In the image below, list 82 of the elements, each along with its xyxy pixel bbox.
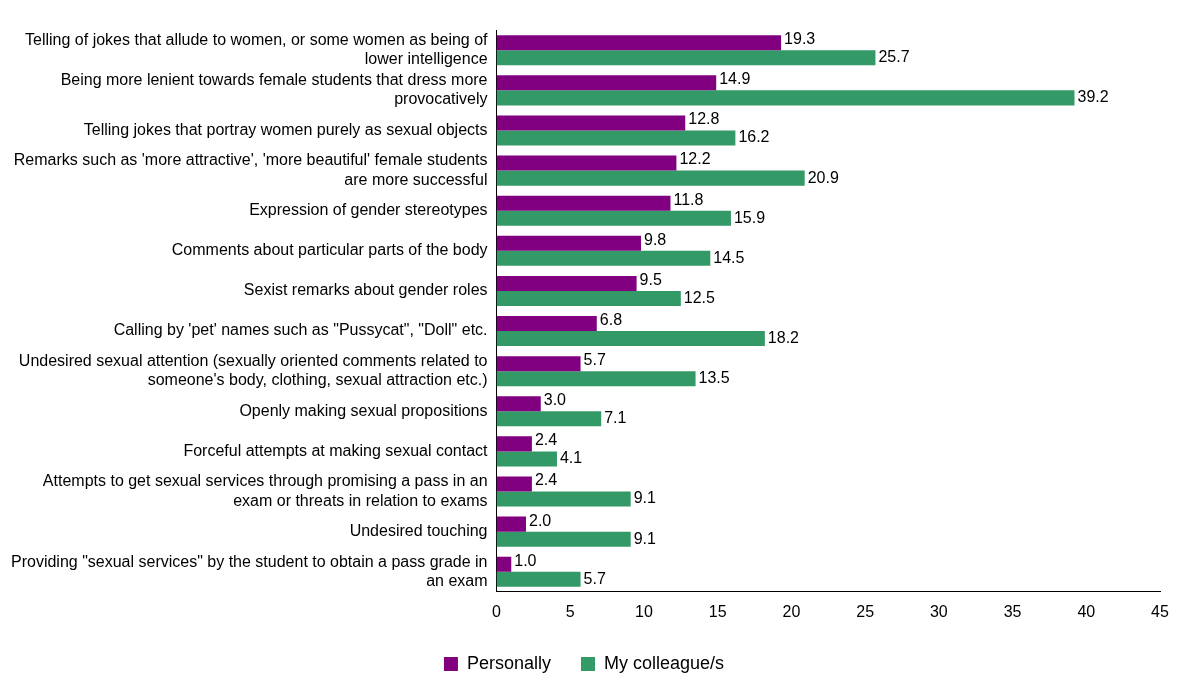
bar [496,411,602,427]
bar [496,130,736,146]
x-tick-label: 30 [929,602,948,620]
data-label: 7.1 [604,409,627,427]
bar [496,451,557,467]
bar [496,491,631,507]
legend-label: Personally [466,652,551,673]
y-tick-label: Providing "sexual services" by the student to obtain a pass grade in an exam [10,552,488,589]
y-tick-label: Remarks such as 'more attractive', 'more beautiful' female students are more successful [13,151,488,188]
bar [496,90,1075,106]
bar [496,290,681,306]
data-label: 2.4 [534,471,558,489]
y-tick-label: Being more lenient towards female students that dress more provocatively [60,71,488,108]
x-tick-label: 35 [1003,602,1022,620]
data-label: 11.8 [673,190,704,208]
data-label: 9.8 [644,230,667,248]
y-tick-label: Expression of gender stereotypes [249,201,488,219]
data-label: 9.1 [633,529,657,547]
bar [496,235,642,251]
bar [496,396,541,412]
y-tick-label: Comments about particular parts of the body [171,241,488,259]
bar [496,556,512,572]
y-tick-label: Attempts to get sexual services through promising a pass in an exam or threats in relation to exams [42,472,488,509]
data-label: 39.2 [1077,88,1109,106]
bar [496,371,696,387]
data-label: 2.4 [534,431,558,449]
data-label: 20.9 [807,168,839,186]
x-tick-label: 20 [782,602,801,620]
data-label: 3.0 [543,391,567,409]
y-tick-label: Sexist remarks about gender roles [243,281,488,299]
bar [496,531,631,547]
x-tick-label: 10 [635,602,653,620]
data-label: 5.7 [583,351,606,369]
data-label: 16.2 [738,128,770,146]
bar [496,210,731,226]
legend-label: My colleague/s [603,652,725,673]
bar [496,75,717,91]
bar [496,170,805,186]
data-label: 1.0 [514,551,537,569]
bar [496,571,581,587]
data-label: 12.5 [683,288,716,306]
bar [496,331,765,347]
bar [496,275,637,291]
x-tick-label: 0 [492,602,502,620]
y-tick-label: Undesired sexual attention (sexually oriented comments related to someone's body, clothing, sexual attraction etc.) [18,351,488,389]
bar [496,50,876,66]
data-label: 19.3 [784,30,816,48]
bar [496,516,527,532]
bar [496,476,532,492]
y-tick-label: Telling of jokes that allude to women, or some women as being of lower intelligence [25,31,489,68]
y-tick-label: Telling jokes that portray women purely as sexual objects [83,120,488,138]
bar [496,155,677,171]
y-tick-label: Openly making sexual propositions [239,401,488,419]
data-label: 6.8 [599,310,623,328]
y-tick-label: Undesired touching [349,522,488,540]
bar [496,195,671,211]
x-tick-label: 45 [1151,602,1169,620]
data-label: 15.9 [733,208,766,226]
bar [496,115,686,131]
data-label: 12.2 [679,150,711,168]
data-label: 14.9 [719,70,751,88]
data-label: 13.5 [698,369,730,387]
x-tick-label: 25 [856,602,875,620]
x-tick-label: 5 [565,602,575,620]
data-label: 2.0 [529,511,552,529]
bar [496,436,532,452]
data-label: 9.5 [639,270,662,288]
bar [496,356,581,372]
y-tick-label: Calling by 'pet' names such as "Pussycat", "Doll" etc. [113,321,488,339]
data-label: 5.7 [583,569,606,587]
bar [496,35,782,51]
x-tick-label: 15 [708,602,727,620]
data-label: 12.8 [688,110,720,128]
data-label: 9.1 [633,489,657,507]
data-label: 14.5 [713,248,745,266]
bar [496,316,597,332]
data-label: 18.2 [767,328,800,346]
x-tick-label: 40 [1077,602,1096,620]
data-label: 25.7 [878,48,910,66]
data-label: 4.1 [559,449,583,467]
bar [496,250,711,266]
y-tick-label: Forceful attempts at making sexual contact [183,441,489,459]
